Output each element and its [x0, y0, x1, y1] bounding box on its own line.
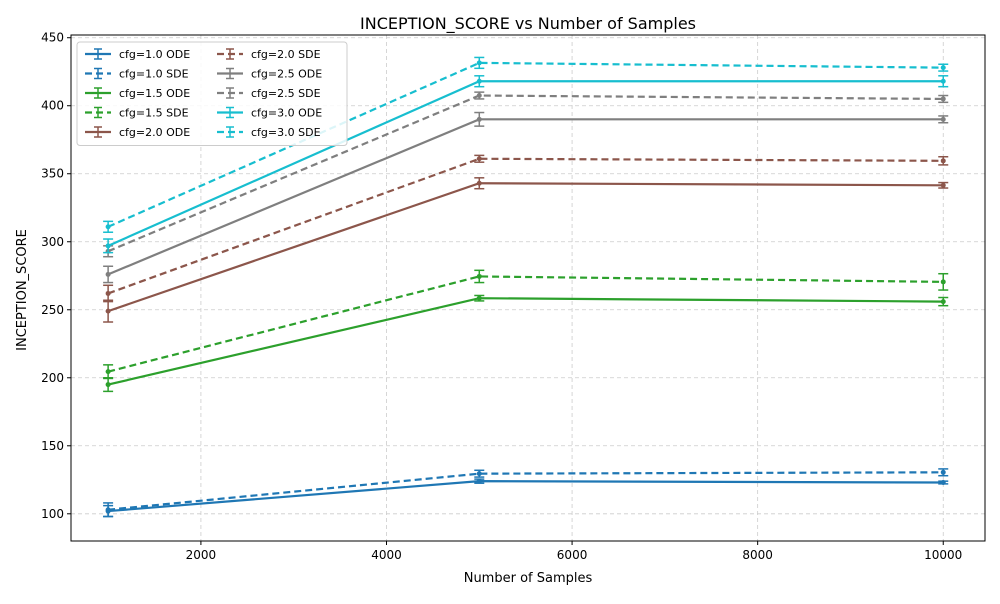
legend-box: [76, 41, 348, 146]
legend-item: cfg=2.0 SDE: [217, 48, 321, 61]
legend-item: cfg=1.0 SDE: [85, 68, 189, 81]
y-tick-label: 100: [41, 507, 64, 521]
data-point: [105, 507, 111, 513]
data-point: [105, 382, 111, 388]
legend-item: cfg=1.5 SDE: [85, 107, 189, 120]
series-line: [107, 157, 944, 295]
data-point: [940, 182, 946, 188]
x-axis-label: Number of Samples: [464, 571, 593, 586]
legend-label: cfg=2.0 ODE: [119, 126, 190, 139]
legend-label: cfg=1.0 SDE: [119, 68, 189, 81]
chart-title: INCEPTION_SCORE vs Number of Samples: [360, 14, 696, 34]
data-point: [476, 93, 482, 99]
legend-item: cfg=1.5 ODE: [85, 87, 190, 100]
data-point: [476, 156, 482, 162]
legend-item: cfg=3.0 SDE: [217, 126, 321, 139]
data-point: [105, 224, 111, 230]
series-cfg-2-0-ode: [103, 177, 949, 323]
data-point: [940, 65, 946, 71]
data-point: [105, 369, 111, 375]
data-point: [940, 469, 946, 475]
legend-label: cfg=2.5 ODE: [251, 68, 322, 81]
series-layer: [103, 56, 949, 518]
data-point: [105, 271, 111, 277]
series-cfg-2-0-sde: [103, 154, 949, 303]
y-tick-label: 450: [41, 31, 64, 45]
data-point: [476, 478, 482, 484]
data-point: [476, 60, 482, 66]
legend-label: cfg=2.5 SDE: [251, 87, 321, 100]
data-point: [476, 116, 482, 122]
data-point: [476, 180, 482, 186]
data-point: [476, 295, 482, 301]
data-point: [105, 290, 111, 296]
legend-item: cfg=1.0 ODE: [85, 48, 190, 61]
series-cfg-1-5-ode: [103, 294, 949, 393]
series-cfg-2-5-ode: [103, 111, 949, 284]
series-cfg-1-0-sde: [103, 468, 949, 518]
y-tick-label: 300: [41, 235, 64, 249]
legend-label: cfg=1.5 ODE: [119, 87, 190, 100]
y-tick-label: 400: [41, 99, 64, 113]
axis-layer: 2000 4000 6000 8000 10000 100 150 200 250 300 350 4…: [41, 31, 962, 562]
data-point: [940, 158, 946, 164]
legend-item: cfg=2.5 SDE: [217, 87, 321, 100]
data-point: [476, 273, 482, 279]
data-point: [940, 78, 946, 84]
data-point: [940, 279, 946, 285]
x-tick-label: 10000: [924, 548, 962, 562]
series-line: [107, 61, 944, 228]
data-point: [476, 471, 482, 477]
x-tick-label: 4000: [371, 548, 402, 562]
x-tick-label: 8000: [742, 548, 773, 562]
x-tick-label: 2000: [186, 548, 217, 562]
series-cfg-3-0-ode: [103, 75, 949, 254]
legend-label: cfg=3.0 ODE: [251, 107, 322, 120]
data-point: [476, 78, 482, 84]
legend: cfg=1.0 ODE cfg=1.0 SDE cfg=1.5 ODE cfg=1.5…: [76, 41, 348, 146]
data-point: [940, 480, 946, 486]
series-line: [107, 275, 944, 373]
legend-label: cfg=1.5 SDE: [119, 107, 189, 120]
y-axis-label: INCEPTION_SCORE: [15, 229, 30, 351]
y-tick-label: 150: [41, 439, 64, 453]
data-point: [105, 308, 111, 314]
legend-item: cfg=2.5 ODE: [217, 68, 322, 81]
data-point: [940, 116, 946, 122]
legend-label: cfg=2.0 SDE: [251, 48, 321, 61]
legend-item: cfg=3.0 ODE: [217, 107, 322, 120]
legend-label: cfg=3.0 SDE: [251, 126, 321, 139]
series-line: [108, 471, 944, 511]
data-point: [940, 96, 946, 102]
legend-item: cfg=2.0 ODE: [85, 126, 190, 139]
data-point: [940, 299, 946, 305]
series-cfg-1-5-sde: [103, 269, 949, 380]
data-point: [105, 243, 111, 249]
plot-frame: [70, 34, 986, 542]
y-tick-label: 200: [41, 371, 64, 385]
legend-label: cfg=1.0 ODE: [119, 48, 190, 61]
series-cfg-3-0-sde: [103, 56, 949, 233]
y-tick-label: 250: [41, 303, 64, 317]
x-tick-label: 6000: [557, 548, 588, 562]
y-tick-label: 350: [41, 167, 64, 181]
